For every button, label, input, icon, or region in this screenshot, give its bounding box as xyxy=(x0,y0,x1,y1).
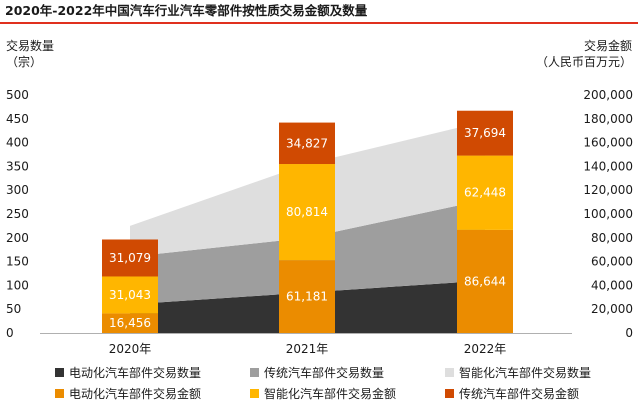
legend-item-smart-count: 智能化汽车部件交易数量 xyxy=(445,364,635,380)
left-axis-label-line2: （宗） xyxy=(6,55,43,69)
legend: 电动化汽车部件交易数量 传统汽车部件交易数量 智能化汽车部件交易数量 电动化汽车… xyxy=(55,364,635,401)
data-label: 31,079 xyxy=(109,251,151,265)
bar-segment-1-1 xyxy=(279,164,335,261)
legend-item-ev-count: 电动化汽车部件交易数量 xyxy=(55,364,250,380)
chart-plot: 0 50 100 150 200 250 300 350 400 450 500 0 20,000 40,… xyxy=(6,88,633,356)
right-axis-tick: 20,000 xyxy=(591,302,633,316)
data-label: 37,694 xyxy=(464,126,506,140)
legend-swatch xyxy=(250,388,259,398)
left-axis-tick: 250 xyxy=(6,207,29,221)
left-axis-tick: 450 xyxy=(6,112,29,126)
left-axis-tick: 200 xyxy=(6,231,29,245)
bar-segment-0-2 xyxy=(457,229,513,333)
legend-label: 智能化汽车部件交易金额 xyxy=(264,386,397,401)
left-axis-tick: 150 xyxy=(6,255,29,269)
legend-label: 传统汽车部件交易数量 xyxy=(264,365,385,380)
bar-segment-2-1 xyxy=(279,122,335,165)
right-axis-tick: 200,000 xyxy=(583,88,633,102)
right-axis-label-line2: （人民币百万元） xyxy=(535,55,632,69)
legend-swatch xyxy=(55,388,64,398)
bar-segment-1-0 xyxy=(102,276,158,314)
right-axis-tick: 120,000 xyxy=(583,183,633,197)
right-axis-tick: 160,000 xyxy=(583,136,633,150)
data-label: 16,456 xyxy=(109,316,151,330)
left-axis-label: 交易数量 （宗） xyxy=(6,38,54,70)
left-axis-tick: 300 xyxy=(6,183,29,197)
right-axis-tick: 0 xyxy=(625,326,633,340)
right-axis-tick: 60,000 xyxy=(591,255,633,269)
left-axis-tick: 100 xyxy=(6,278,29,292)
left-axis-tick: 50 xyxy=(6,302,21,316)
chart-title: 2020年-2022年中国汽车行业汽车零部件按性质交易金额及数量 xyxy=(5,3,368,18)
category-label: 2021年 xyxy=(286,342,329,356)
left-axis-label-line1: 交易数量 xyxy=(6,39,55,53)
data-label: 80,814 xyxy=(286,205,328,219)
right-axis-tick: 180,000 xyxy=(583,112,633,126)
left-axis-tick: 0 xyxy=(6,326,14,340)
legend-label: 智能化汽车部件交易数量 xyxy=(459,365,592,380)
data-label: 86,644 xyxy=(464,274,506,288)
right-axis-label-line1: 交易金额 xyxy=(583,39,632,53)
right-axis-label: 交易金额 （人民币百万元） xyxy=(536,38,632,70)
legend-label: 传统汽车部件交易金额 xyxy=(459,386,580,401)
category-label: 2020年 xyxy=(109,342,152,356)
bar-segment-0-1 xyxy=(279,260,335,333)
legend-swatch xyxy=(55,367,64,377)
left-axis-tick: 350 xyxy=(6,159,29,173)
title-rule xyxy=(0,22,638,24)
bar-segment-1-2 xyxy=(457,155,513,230)
left-axis-tick: 400 xyxy=(6,136,29,150)
data-label: 62,448 xyxy=(464,186,506,200)
legend-item-traditional-amount: 传统汽车部件交易金额 xyxy=(445,385,635,401)
data-label: 34,827 xyxy=(286,136,328,150)
legend-swatch xyxy=(445,367,454,377)
legend-item-smart-amount: 智能化汽车部件交易金额 xyxy=(250,385,445,401)
legend-item-ev-amount: 电动化汽车部件交易金额 xyxy=(55,385,250,401)
right-axis-tick: 100,000 xyxy=(583,207,633,221)
data-label: 61,181 xyxy=(286,290,328,304)
bar-segment-0-0 xyxy=(102,313,158,333)
bar-segment-2-0 xyxy=(102,239,158,277)
right-axis-tick: 80,000 xyxy=(591,231,633,245)
bar-segment-2-2 xyxy=(457,110,513,156)
right-axis-tick: 40,000 xyxy=(591,278,633,292)
legend-swatch xyxy=(250,367,259,377)
right-axis-tick: 140,000 xyxy=(583,159,633,173)
data-label: 31,043 xyxy=(109,288,151,302)
legend-label: 电动化汽车部件交易金额 xyxy=(69,386,202,401)
left-axis-tick: 500 xyxy=(6,88,29,102)
legend-label: 电动化汽车部件交易数量 xyxy=(69,365,202,380)
category-label: 2022年 xyxy=(464,342,507,356)
legend-swatch xyxy=(445,388,454,398)
legend-item-traditional-count: 传统汽车部件交易数量 xyxy=(250,364,445,380)
